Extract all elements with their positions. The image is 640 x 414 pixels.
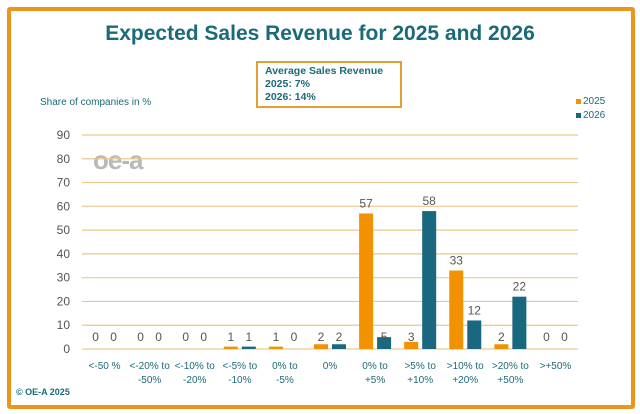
x-tick-label: >+50% — [540, 361, 572, 372]
legend-swatch-2025 — [576, 98, 581, 104]
x-tick-label: 0% to +5% — [362, 361, 388, 386]
bar-2025 — [268, 346, 283, 349]
data-label-2025: 0 — [137, 330, 144, 344]
data-label-2026: 0 — [155, 330, 162, 344]
y-tick-label: 10 — [57, 318, 71, 332]
y-tick-label: 20 — [57, 294, 71, 308]
x-tick-label: <-20% to -50% — [129, 361, 170, 386]
data-label-2025: 0 — [92, 330, 99, 344]
y-tick-label: 70 — [57, 176, 71, 190]
data-label-2025: 1 — [273, 330, 280, 344]
data-label-2026: 0 — [110, 330, 117, 344]
data-label-2026: 5 — [381, 330, 388, 344]
copyright: © OE-A 2025 — [16, 387, 70, 397]
legend: 2025 2026 — [576, 95, 605, 123]
data-label-2025: 33 — [450, 254, 464, 268]
x-tick-label: 0% to -5% — [272, 361, 298, 386]
y-tick-label: 40 — [57, 247, 71, 261]
x-tick-label: >5% to +10% — [404, 361, 436, 386]
data-label-2025: 0 — [182, 330, 189, 344]
average-sales-box: Average Sales Revenue 2025: 7% 2026: 14% — [256, 61, 402, 108]
y-axis-label: Share of companies in % — [40, 97, 152, 108]
bar-2026 — [467, 320, 482, 349]
legend-label-2025: 2025 — [583, 96, 606, 107]
legend-swatch-2026 — [576, 112, 581, 118]
data-label-2025: 2 — [498, 330, 505, 344]
average-heading: Average Sales Revenue — [265, 65, 384, 77]
bar-2025 — [223, 346, 238, 349]
data-label-2025: 2 — [318, 330, 325, 344]
y-tick-label: 90 — [57, 128, 71, 142]
bar-2025 — [404, 341, 419, 349]
bar-2025 — [449, 270, 464, 349]
x-tick-label: >10% to +20% — [447, 361, 484, 386]
y-tick-label: 30 — [57, 271, 71, 285]
legend-item-2026: 2026 — [576, 109, 605, 123]
y-tick-label: 80 — [57, 152, 71, 166]
bar-2026 — [332, 344, 346, 349]
data-label-2025: 57 — [359, 196, 373, 210]
bar-2026 — [422, 211, 437, 349]
data-label-2026: 0 — [200, 330, 207, 344]
data-label-2025: 1 — [227, 330, 234, 344]
chart-title: Expected Sales Revenue for 2025 and 2026 — [105, 22, 535, 45]
bar-2026 — [512, 296, 527, 349]
bar-2026 — [241, 346, 256, 349]
data-label-2026: 1 — [245, 330, 252, 344]
legend-item-2025: 2025 — [576, 95, 605, 109]
x-tick-label: 0% — [323, 361, 338, 372]
x-tick-label: <-50 % — [89, 361, 121, 372]
data-label-2025: 3 — [408, 330, 415, 344]
bar-2025 — [494, 344, 509, 349]
data-label-2026: 0 — [291, 330, 298, 344]
average-2026: 2026: 14% — [265, 91, 316, 103]
y-tick-label: 0 — [63, 342, 70, 356]
data-label-2026: 58 — [423, 194, 437, 208]
y-tick-label: 50 — [57, 223, 71, 237]
oe-a-logo: oe-a — [93, 145, 143, 175]
data-label-2026: 2 — [336, 330, 343, 344]
data-label-2026: 12 — [468, 303, 482, 317]
data-label-2026: 22 — [513, 280, 527, 294]
bar-2025 — [359, 213, 374, 349]
y-tick-label: 60 — [57, 199, 71, 213]
data-label-2025: 0 — [543, 330, 550, 344]
average-2025: 2025: 7% — [265, 78, 310, 90]
data-label-2026: 0 — [561, 330, 568, 344]
legend-label-2026: 2026 — [583, 110, 606, 121]
bar-2025 — [314, 344, 328, 349]
bar-2026 — [377, 337, 392, 349]
x-tick-label: <-5% to -10% — [222, 361, 257, 386]
x-tick-label: <-10% to -20% — [175, 361, 216, 386]
chart-frame — [7, 7, 635, 409]
x-tick-label: >20% to +50% — [492, 361, 529, 386]
